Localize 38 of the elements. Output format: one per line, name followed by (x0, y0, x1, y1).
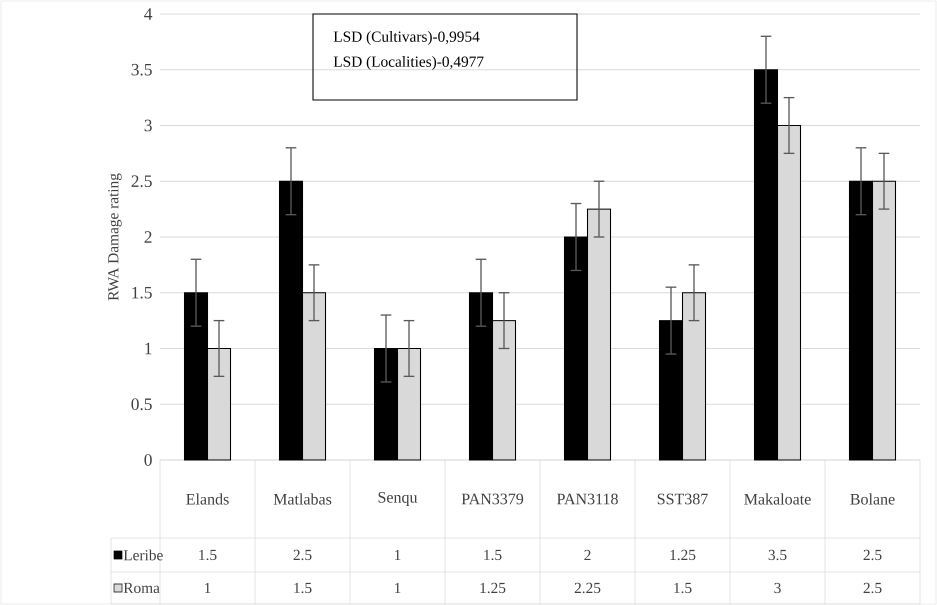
y-tick-label: 1.5 (132, 286, 152, 299)
data-label: 1.25 (480, 582, 506, 594)
data-label: 1 (205, 582, 210, 594)
annotation: LSD (Cultivars)-0,9954 (334, 31, 480, 45)
data-label: 2.5 (864, 582, 882, 594)
y-tick-label: 1 (145, 342, 152, 354)
x-tick-label: Senqu (378, 492, 418, 506)
x-tick-label: Elands (186, 493, 229, 505)
y-tick-label: 3 (144, 120, 152, 132)
legend-label: Roma (124, 582, 160, 594)
data-label: 2 (584, 550, 590, 560)
x-tick-label: SST387 (658, 494, 708, 504)
y-tick-label: 2 (144, 231, 152, 243)
data-label: 1.25 (670, 550, 696, 560)
annotation: LSD (Localities)-0,4977 (334, 56, 484, 70)
x-tick-label: Matlabas (274, 493, 332, 505)
data-label: 3.5 (768, 550, 786, 560)
y-tick-label: 0 (144, 454, 152, 466)
x-tick-label: Bolane (850, 493, 895, 505)
data-label: 3 (774, 582, 781, 594)
data-label: 1 (395, 550, 400, 560)
y-tick-label: 0.5 (131, 398, 152, 410)
x-tick-label: Makaloate (744, 493, 811, 505)
data-label: 1.5 (294, 582, 312, 594)
data-label: 2.5 (864, 550, 882, 560)
x-tick-label: PAN3379 (462, 494, 524, 504)
data-label: 1 (395, 582, 400, 594)
x-tick-label: PAN3118 (556, 494, 618, 504)
y-axis-title: RWA Damage rating (108, 173, 122, 300)
legend-label: Leribe (124, 550, 163, 560)
data-label: 2.5 (294, 550, 312, 560)
data-label: 1.5 (484, 550, 502, 560)
y-tick-label: 4 (144, 8, 152, 20)
data-label: 1.5 (674, 582, 692, 594)
data-label: 2.25 (574, 582, 600, 594)
y-tick-label: 2.5 (132, 175, 152, 188)
data-label: 1.5 (199, 550, 216, 560)
y-tick-label: 3.5 (132, 64, 152, 76)
